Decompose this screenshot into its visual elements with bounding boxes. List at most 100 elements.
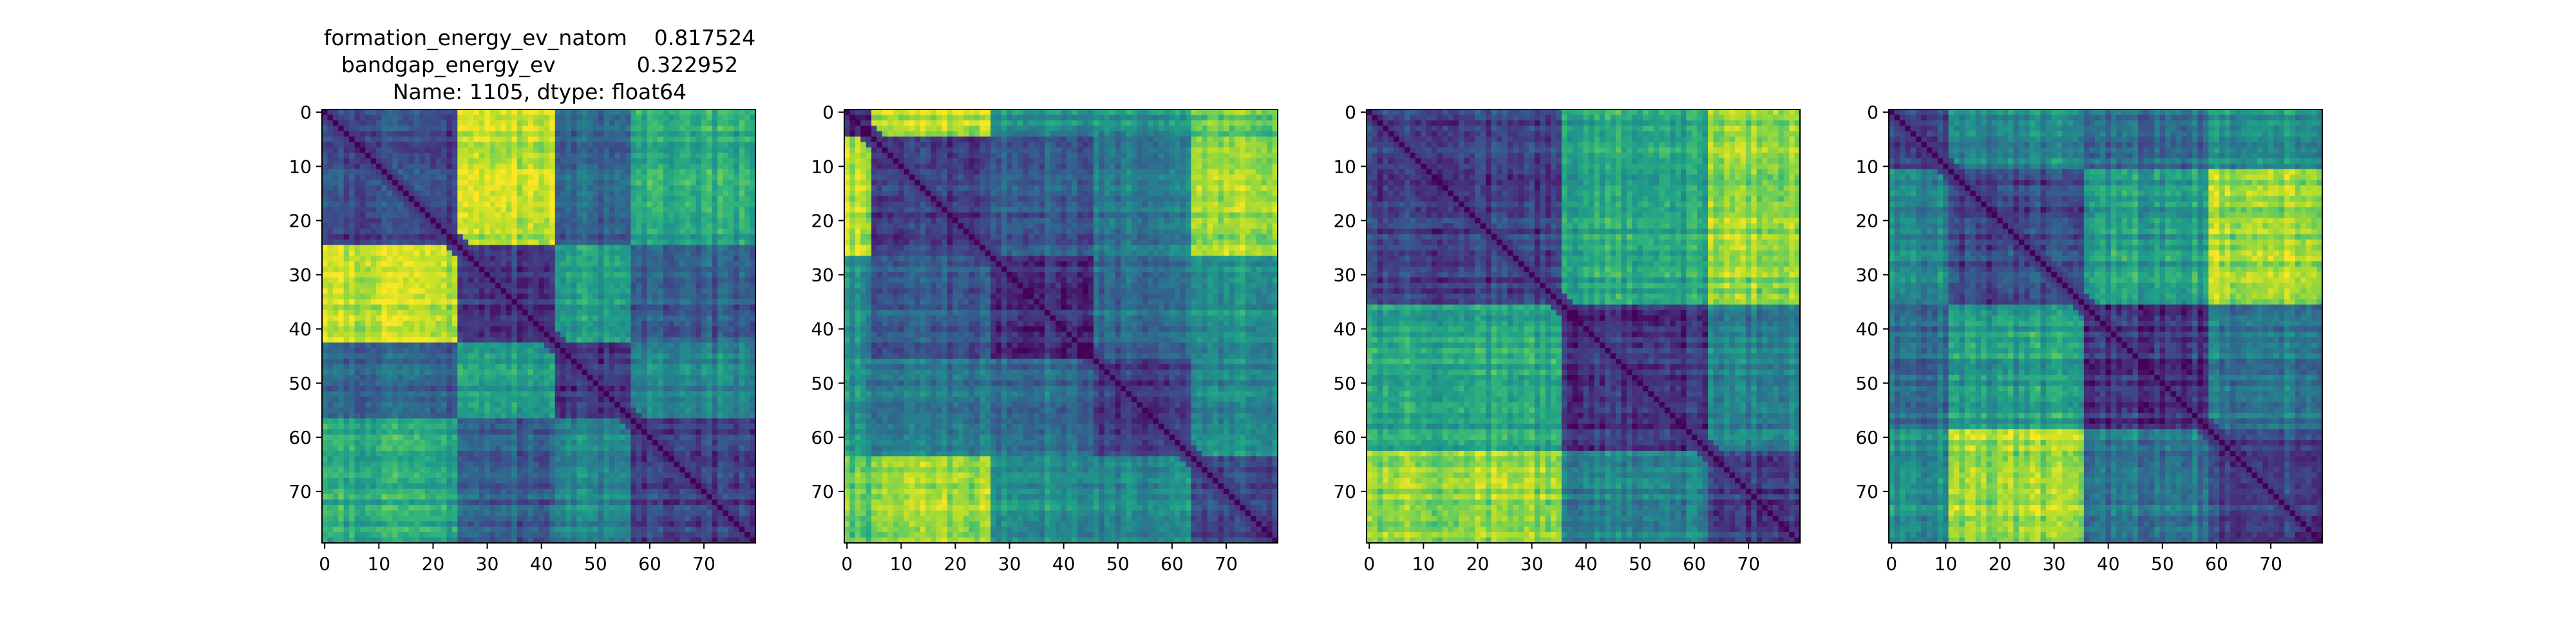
heatmap-cell [549, 332, 555, 337]
heatmap-cell [403, 294, 409, 299]
heatmap-cell [441, 305, 447, 310]
heatmap-cell [528, 240, 534, 245]
heatmap-cell [576, 131, 582, 137]
heatmap-cell [668, 164, 674, 169]
heatmap-cell [544, 109, 550, 115]
heatmap-cell [354, 229, 360, 234]
heatmap-cell [717, 261, 723, 267]
heatmap-cell [631, 147, 637, 153]
heatmap-cell [365, 240, 371, 245]
heatmap-cell [360, 294, 366, 299]
heatmap-cell [598, 316, 604, 321]
heatmap-cell [392, 229, 398, 234]
heatmap-cell [685, 272, 691, 278]
heatmap-cell [560, 294, 566, 299]
heatmap-cell [468, 327, 474, 332]
heatmap-cell [419, 196, 425, 202]
heatmap-cell [587, 229, 593, 234]
heatmap-cell [398, 289, 404, 294]
heatmap-cell [436, 109, 442, 115]
heatmap-cell [528, 289, 534, 294]
heatmap-cell [365, 343, 371, 348]
heatmap-cell [587, 126, 593, 131]
heatmap-cell [506, 202, 512, 207]
heatmap-cell [327, 207, 333, 213]
heatmap-cell [674, 234, 680, 240]
heatmap-cell [663, 147, 669, 153]
heatmap-cell [587, 359, 593, 365]
heatmap-cell [647, 245, 653, 251]
heatmap-cell [631, 272, 637, 278]
heatmap-cell [701, 213, 707, 218]
heatmap-cell [652, 175, 658, 180]
heatmap-cell [723, 256, 729, 261]
heatmap-cell [533, 267, 539, 272]
heatmap-cell [506, 142, 512, 147]
heatmap-cell [403, 348, 409, 354]
heatmap-cell [371, 175, 377, 180]
heatmap-cell [566, 332, 572, 337]
heatmap-cell [430, 137, 436, 142]
heatmap-cell [658, 213, 664, 218]
heatmap-cell [522, 175, 528, 180]
heatmap-cell [728, 158, 734, 164]
heatmap-cell [685, 191, 691, 196]
heatmap-cell [517, 191, 523, 196]
heatmap-cell [696, 213, 701, 218]
heatmap-cell [739, 245, 745, 251]
heatmap-cell [392, 343, 398, 348]
heatmap-cell [701, 364, 707, 370]
heatmap-cell [322, 348, 328, 354]
heatmap-cell [609, 261, 615, 267]
heatmap-cell [598, 278, 604, 283]
heatmap-cell [490, 142, 496, 147]
heatmap-cell [468, 196, 474, 202]
heatmap-cell [587, 191, 593, 196]
heatmap-cell [452, 240, 458, 245]
heatmap-cell [631, 359, 637, 365]
heatmap-cell [636, 359, 642, 365]
heatmap-cell [349, 261, 355, 267]
heatmap-cell [376, 213, 382, 218]
heatmap-cell [327, 202, 333, 207]
heatmap-cell [501, 332, 507, 337]
heatmap-cell [674, 310, 680, 316]
heatmap-cell [544, 196, 550, 202]
heatmap-cell [441, 180, 447, 185]
heatmap-cell [474, 364, 480, 370]
heatmap-cell [652, 327, 658, 332]
heatmap-cell [517, 310, 523, 316]
heatmap-cell [327, 126, 333, 131]
heatmap-cell [717, 196, 723, 202]
heatmap-cell [690, 299, 696, 305]
heatmap-cell [387, 142, 393, 147]
heatmap-cell [495, 229, 501, 234]
heatmap-cell [566, 218, 572, 223]
heatmap-cell [614, 310, 620, 316]
heatmap-cell [587, 370, 593, 375]
heatmap-cell [533, 175, 539, 180]
heatmap-cell [744, 137, 750, 142]
heatmap-cell [495, 289, 501, 294]
heatmap-cell [663, 137, 669, 142]
heatmap-cell [744, 131, 750, 137]
heatmap-cell [668, 370, 674, 375]
heatmap-cell [322, 175, 328, 180]
heatmap-cell [706, 153, 712, 158]
heatmap-cell [533, 240, 539, 245]
heatmap-cell [555, 109, 561, 115]
heatmap-cell [338, 109, 344, 115]
heatmap-cell [555, 321, 561, 327]
heatmap-cell [506, 299, 512, 305]
heatmap-cell [441, 364, 447, 370]
heatmap-cell [511, 354, 517, 359]
heatmap-cell [414, 359, 420, 365]
heatmap-cell [398, 299, 404, 305]
heatmap-cell [641, 207, 647, 213]
heatmap-cell [474, 213, 480, 218]
heatmap-cell [501, 223, 507, 229]
heatmap-cell [658, 245, 664, 251]
heatmap-cell [587, 364, 593, 370]
heatmap-cell [696, 120, 701, 126]
heatmap-cell [603, 343, 609, 348]
